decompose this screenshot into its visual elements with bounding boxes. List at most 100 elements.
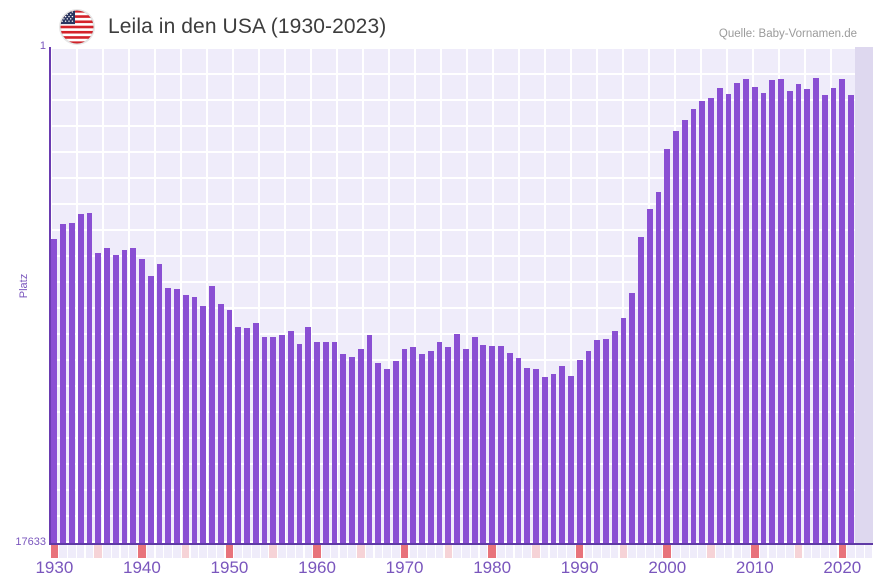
bar-1977 <box>462 349 469 544</box>
bar-1930 <box>51 239 58 544</box>
x-tick-1988 <box>558 545 566 558</box>
bar-1943 <box>165 288 172 544</box>
x-tick-1971 <box>409 545 418 558</box>
bar-1976 <box>454 334 460 544</box>
x-tick-1981 <box>497 545 505 558</box>
bar-1951 <box>235 327 242 544</box>
x-tick-1961 <box>322 545 330 558</box>
x-tick-2007 <box>724 545 733 558</box>
bar-2008 <box>734 83 741 544</box>
x-tick-1960 <box>313 545 321 558</box>
x-tick-1931 <box>59 545 67 558</box>
x-axis-label-1970: 1970 <box>385 558 424 577</box>
x-tick-1946 <box>190 545 199 558</box>
bar-1935 <box>95 253 102 544</box>
bar-1942 <box>156 264 163 544</box>
x-tick-2002 <box>680 545 689 558</box>
bar-1949 <box>217 304 224 544</box>
bar-1958 <box>296 344 303 544</box>
bar-1999 <box>655 192 662 544</box>
x-tick-1954 <box>260 545 269 558</box>
bar-1939 <box>130 248 137 544</box>
x-tick-1951 <box>234 545 242 558</box>
bar-1944 <box>174 289 180 544</box>
bar-1967 <box>375 363 382 544</box>
us-flag-icon <box>60 10 94 44</box>
x-tick-2015 <box>794 545 803 558</box>
x-tick-1938 <box>120 545 129 558</box>
x-tick-1977 <box>462 545 470 558</box>
bar-1954 <box>261 337 268 544</box>
x-tick-1952 <box>243 545 251 558</box>
bar-2021 <box>848 95 854 544</box>
x-tick-2017 <box>812 545 820 558</box>
x-tick-2020 <box>838 545 847 558</box>
bar-2020 <box>839 79 846 544</box>
bar-1986 <box>541 377 548 544</box>
bar-1970 <box>401 349 408 544</box>
x-tick-1930 <box>50 545 59 558</box>
x-tick-1963 <box>339 545 348 558</box>
x-tick-1966 <box>365 545 374 558</box>
x-tick-1959 <box>304 545 313 558</box>
x-tick-2006 <box>716 545 724 558</box>
bar-1953 <box>252 323 259 544</box>
bar-1975 <box>445 347 452 544</box>
x-tick-1999 <box>654 545 663 558</box>
bar-1981 <box>498 346 504 544</box>
bar-1972 <box>419 354 425 544</box>
x-tick-1944 <box>173 545 181 558</box>
x-axis-label-2010: 2010 <box>735 558 774 577</box>
x-tick-1958 <box>295 545 304 558</box>
x-tick-2010 <box>751 545 759 558</box>
bar-2018 <box>821 95 828 544</box>
source-note: Quelle: Baby-Vornamen.de <box>718 28 857 40</box>
bar-1993 <box>603 339 609 544</box>
x-tick-1975 <box>444 545 453 558</box>
bar-2001 <box>673 131 679 544</box>
x-tick-1957 <box>286 545 295 558</box>
bar-2002 <box>681 120 688 544</box>
bar-2015 <box>795 84 802 544</box>
x-tick-1947 <box>199 545 207 558</box>
x-tick-1936 <box>103 545 111 558</box>
x-tick-1998 <box>645 545 654 558</box>
bar-1957 <box>287 331 294 544</box>
x-tick-1968 <box>383 545 391 558</box>
x-tick-1949 <box>216 545 225 558</box>
x-tick-1935 <box>94 545 102 558</box>
bar-1963 <box>340 354 347 544</box>
x-tick-2009 <box>742 545 750 558</box>
bar-1994 <box>611 331 618 544</box>
x-tick-2021 <box>847 545 855 558</box>
x-tick-1982 <box>505 545 514 558</box>
bar-2010 <box>751 87 758 544</box>
x-tick-1985 <box>532 545 540 558</box>
bar-1948 <box>209 286 215 544</box>
x-tick-1948 <box>208 545 216 558</box>
x-tick-2003 <box>689 545 698 558</box>
x-tick-1953 <box>251 545 260 558</box>
bar-2007 <box>725 94 732 544</box>
bar-1952 <box>244 328 250 544</box>
bar-2013 <box>778 79 784 544</box>
x-tick-2023 <box>864 545 873 558</box>
bar-1968 <box>384 369 390 544</box>
y-axis-top-label: 1 <box>39 40 46 52</box>
bar-1964 <box>349 357 355 544</box>
x-axis-tick-strip <box>50 545 873 558</box>
bar-2016 <box>804 89 811 544</box>
bar-1960 <box>314 342 320 544</box>
bar-1997 <box>638 237 644 544</box>
x-tick-2001 <box>672 545 680 558</box>
bar-1959 <box>305 327 312 544</box>
bar-1989 <box>568 376 574 544</box>
x-tick-1950 <box>225 545 234 558</box>
bar-series <box>50 47 873 544</box>
bar-1979 <box>480 345 487 544</box>
x-tick-1969 <box>392 545 400 558</box>
x-tick-1984 <box>523 545 531 558</box>
x-tick-1973 <box>427 545 435 558</box>
bar-1950 <box>226 310 233 544</box>
